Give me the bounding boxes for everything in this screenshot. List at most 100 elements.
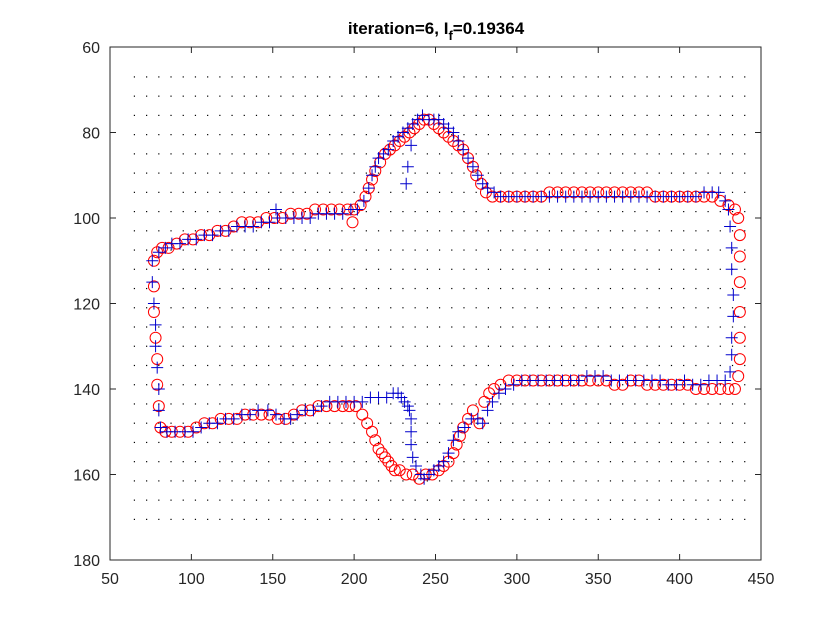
grid-dot: [341, 480, 343, 482]
grid-dot: [194, 307, 197, 309]
grid-dot: [597, 441, 599, 444]
grid-dot: [744, 518, 746, 520]
grid-dot: [280, 172, 282, 174]
grid-dot: [658, 403, 660, 405]
grid-dot: [609, 518, 612, 520]
grid-dot: [316, 134, 319, 136]
grid-dot: [292, 518, 294, 520]
grid-dot: [573, 268, 575, 270]
grid-dot: [158, 364, 160, 367]
grid-dot: [597, 210, 599, 213]
grid-dot: [634, 287, 636, 290]
grid-dot: [414, 95, 416, 97]
grid-dot: [707, 172, 709, 174]
grid-dot: [133, 287, 136, 290]
grid-dot: [133, 191, 136, 193]
grid-dot: [719, 364, 721, 367]
grid-dot: [402, 114, 404, 116]
grid-dot: [597, 345, 599, 347]
grid-dot: [207, 384, 209, 386]
grid-dot: [585, 134, 587, 136]
grid-dot: [463, 191, 465, 193]
grid-dot: [377, 172, 380, 174]
grid-dot: [329, 499, 331, 501]
grid-dot: [426, 461, 428, 463]
circle-point: [733, 353, 746, 366]
grid-dot: [451, 134, 453, 136]
grid-dot: [609, 422, 612, 424]
grid-dot: [341, 230, 343, 232]
grid-dot: [133, 95, 136, 97]
grid-dot: [573, 230, 575, 232]
grid-dot: [670, 249, 673, 251]
grid-dot: [243, 210, 245, 213]
plus-point: [366, 169, 379, 182]
grid-dot: [377, 191, 380, 193]
grid-dot: [561, 326, 563, 328]
grid-dot: [683, 134, 685, 136]
grid-dot: [548, 518, 551, 520]
grid-dot: [646, 114, 648, 116]
grid-dot: [548, 307, 551, 309]
grid-dot: [353, 210, 355, 213]
grid-dot: [512, 441, 514, 444]
grid-dot: [719, 384, 721, 386]
grid-dot: [316, 114, 319, 116]
grid-dot: [194, 326, 197, 328]
grid-dot: [280, 249, 282, 251]
grid-dot: [634, 95, 636, 97]
plus-point: [146, 276, 159, 289]
grid-dot: [158, 114, 160, 116]
grid-dot: [158, 210, 160, 213]
plus-point: [149, 340, 162, 353]
grid-dot: [646, 518, 648, 520]
grid-dot: [609, 499, 612, 501]
grid-dot: [475, 384, 477, 386]
circle-point: [450, 438, 463, 451]
grid-dot: [500, 210, 502, 213]
grid-dot: [707, 134, 709, 136]
grid-dot: [719, 95, 721, 97]
grid-dot: [243, 326, 245, 328]
grid-dot: [243, 461, 245, 463]
grid-dot: [414, 76, 416, 78]
grid-dot: [561, 441, 563, 444]
chart-title: iteration=6, If=0.19364: [348, 19, 525, 43]
grid-dot: [597, 422, 599, 424]
grid-dot: [622, 210, 624, 213]
grid-dot: [292, 191, 294, 193]
grid-dot: [182, 191, 184, 193]
grid-dot: [475, 249, 477, 251]
grid-dot: [316, 76, 319, 78]
grid-dot: [573, 403, 575, 405]
grid-dot: [634, 172, 636, 174]
grid-dot: [414, 249, 416, 251]
grid-dot: [402, 384, 404, 386]
plus-point: [499, 383, 512, 395]
grid-dot: [182, 172, 184, 174]
plus-point: [307, 404, 320, 417]
plus-point: [492, 387, 505, 400]
grid-dot: [597, 230, 599, 232]
plus-point: [380, 391, 393, 404]
grid-dot: [329, 268, 331, 270]
grid-dot: [365, 249, 367, 251]
grid-dot: [365, 76, 367, 78]
grid-dot: [512, 76, 514, 78]
grid-dot: [292, 480, 294, 482]
grid-dot: [463, 249, 465, 251]
grid-dot: [280, 345, 282, 347]
grid-dot: [536, 172, 538, 174]
grid-dot: [268, 518, 270, 520]
grid-dot: [707, 76, 709, 78]
circle-point: [733, 229, 746, 242]
grid-dot: [292, 249, 294, 251]
grid-dot: [414, 461, 416, 463]
grid-dot: [548, 153, 551, 155]
grid-dot: [377, 518, 380, 520]
grid-dot: [475, 114, 477, 116]
grid-dot: [414, 441, 416, 444]
grid-dot: [683, 518, 685, 520]
grid-dot: [414, 172, 416, 174]
y-tick-label: 120: [73, 297, 100, 314]
